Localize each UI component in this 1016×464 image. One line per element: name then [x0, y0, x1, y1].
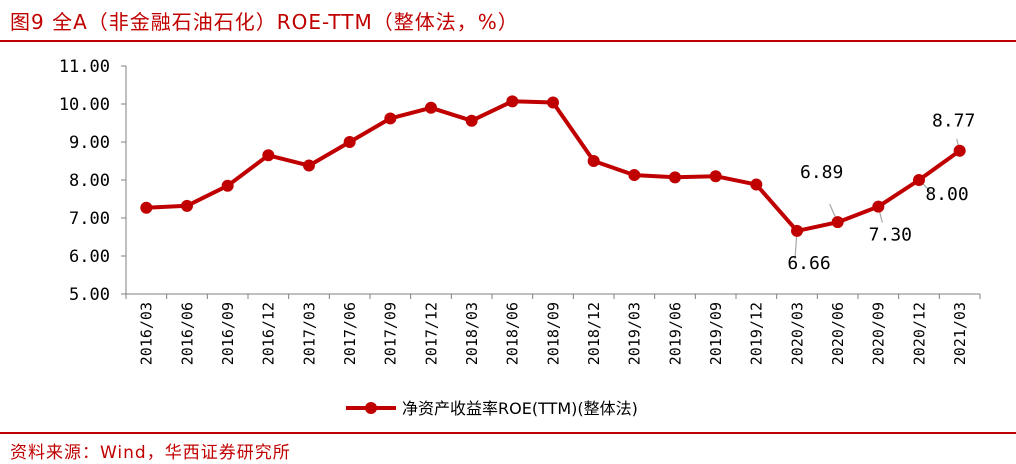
y-tick-label: 9.00	[69, 133, 110, 153]
data-point	[221, 179, 234, 192]
data-point	[872, 200, 885, 213]
x-tick-label: 2020/12	[910, 302, 928, 365]
data-point	[587, 155, 600, 167]
x-tick-label: 2017/03	[300, 302, 318, 365]
x-tick-label: 2018/06	[504, 302, 522, 365]
y-tick-label: 7.00	[69, 209, 110, 229]
data-point	[709, 170, 722, 183]
data-point	[181, 199, 193, 212]
x-tick-label: 2018/12	[585, 302, 603, 365]
y-tick-label: 6.00	[69, 247, 110, 267]
data-point	[425, 101, 437, 114]
data-point	[465, 114, 478, 127]
data-point	[140, 201, 153, 214]
data-point	[750, 178, 763, 191]
x-tick-label: 2017/06	[341, 302, 359, 365]
x-tick-label: 2016/06	[178, 302, 196, 365]
y-tick-label: 10.00	[59, 95, 110, 115]
data-label: 6.66	[787, 253, 830, 274]
data-point	[628, 169, 641, 182]
x-tick-label: 2019/09	[707, 302, 725, 365]
y-tick-label: 8.00	[69, 171, 110, 191]
data-point	[303, 159, 315, 172]
data-point	[262, 149, 275, 162]
x-tick-label: 2016/09	[219, 302, 237, 365]
axes	[121, 65, 981, 299]
chart-title: 图9 全A（非金融石油石化）ROE-TTM（整体法，%）	[10, 10, 519, 34]
bottom-rule	[0, 432, 1016, 434]
y-tick-label: 11.00	[59, 57, 110, 77]
x-tick-label: 2018/03	[463, 302, 481, 365]
top-rule	[0, 40, 1016, 42]
source-note: 资料来源：Wind，华西证券研究所	[10, 443, 291, 463]
legend: 净资产收益率ROE(TTM)(整体法)	[346, 399, 638, 418]
data-point	[791, 224, 803, 237]
data-point	[506, 95, 519, 108]
y-tick-labels: 5.00 6.00 7.00 8.00 9.00 10.00 11.00	[59, 57, 110, 305]
y-tick-label: 5.00	[69, 285, 110, 305]
data-point	[913, 174, 925, 186]
data-labels: 6.66 6.89 7.30 8.00 8.77	[787, 111, 975, 274]
legend-label: 净资产收益率ROE(TTM)(整体法)	[402, 399, 638, 418]
data-label: 7.30	[869, 225, 912, 246]
data-point	[343, 136, 356, 148]
data-point	[831, 216, 844, 229]
data-label: 8.00	[925, 184, 968, 205]
data-point	[669, 171, 681, 184]
data-label: 6.89	[800, 162, 843, 183]
x-tick-label: 2019/12	[748, 302, 766, 365]
x-tick-label: 2020/06	[829, 302, 847, 365]
data-point	[384, 112, 397, 125]
x-tick-label: 2021/03	[951, 302, 969, 365]
x-tick-label: 2016/03	[138, 302, 156, 365]
x-tick-label: 2017/12	[422, 302, 440, 365]
legend-marker-swatch	[365, 402, 377, 414]
x-tick-label: 2016/12	[260, 302, 278, 365]
data-point	[547, 96, 559, 109]
x-tick-label: 2017/09	[382, 302, 400, 365]
series-line-group	[140, 95, 966, 237]
data-label: 8.77	[932, 111, 975, 132]
x-tick-labels: 2016/03 2016/06 2016/09 2016/12 2017/03 2017/…	[138, 302, 969, 365]
x-tick-label: 2020/09	[870, 302, 888, 365]
data-point	[953, 144, 966, 157]
x-tick-label: 2018/09	[544, 302, 562, 365]
x-tick-label: 2020/03	[788, 302, 806, 365]
x-tick-label: 2019/03	[626, 302, 644, 365]
x-tick-label: 2019/06	[666, 302, 684, 365]
